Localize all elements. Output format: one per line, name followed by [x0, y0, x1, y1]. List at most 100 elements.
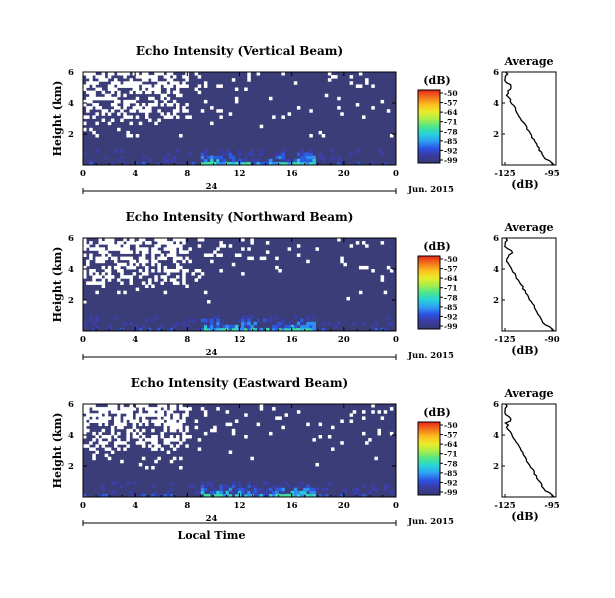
- nodata-cell: [365, 78, 369, 82]
- nodata-cell: [179, 256, 183, 261]
- nodata-cell: [129, 134, 133, 138]
- nodata-cell: [154, 238, 158, 242]
- nodata-cell: [117, 419, 121, 423]
- nodata-cell: [386, 109, 391, 113]
- nodata-cell: [154, 459, 158, 464]
- nodata-cell: [141, 84, 146, 88]
- echo-cell: [191, 484, 195, 489]
- nodata-cell: [318, 130, 323, 135]
- nodata-cell: [365, 244, 369, 248]
- echo-cell: [281, 490, 285, 495]
- nodata-cell: [107, 456, 112, 461]
- echo-cell: [244, 161, 248, 166]
- nodata-cell: [172, 404, 177, 408]
- echo-cell: [114, 149, 118, 153]
- echo-cell: [383, 161, 388, 166]
- nodata-cell: [176, 416, 180, 420]
- nodata-cell: [157, 238, 161, 242]
- nodata-cell: [182, 272, 186, 276]
- echo-cell: [337, 321, 341, 326]
- echo-cell: [107, 324, 112, 329]
- echo-cell: [343, 490, 347, 495]
- echo-cell: [278, 324, 282, 329]
- echo-cell: [222, 327, 226, 332]
- nodata-cell: [86, 75, 90, 79]
- echo-cell: [349, 152, 354, 157]
- nodata-cell: [135, 84, 140, 88]
- nodata-cell: [120, 250, 124, 254]
- echo-cell: [203, 149, 208, 153]
- nodata-cell: [104, 93, 109, 98]
- echo-cell: [194, 490, 199, 495]
- heatmap-field: [83, 238, 396, 332]
- nodata-cell: [166, 96, 171, 101]
- nodata-cell: [141, 78, 146, 82]
- nodata-cell: [318, 422, 323, 427]
- echo-cell: [203, 321, 208, 326]
- nodata-cell: [89, 413, 93, 417]
- nodata-cell: [107, 407, 112, 411]
- nodata-cell: [123, 99, 127, 104]
- nodata-cell: [117, 441, 121, 445]
- nodata-cell: [169, 253, 174, 257]
- nodata-cell: [151, 259, 155, 264]
- echo-cell: [383, 484, 388, 489]
- nodata-cell: [151, 75, 155, 79]
- date-day-label: 24: [206, 182, 218, 192]
- echo-cell: [281, 493, 285, 498]
- nodata-cell: [182, 106, 186, 110]
- echo-cell: [172, 158, 177, 163]
- nodata-cell: [132, 259, 137, 264]
- nodata-cell: [154, 121, 158, 126]
- nodata-cell: [107, 244, 112, 248]
- nodata-cell: [86, 99, 90, 104]
- echo-cell: [306, 327, 310, 332]
- echo-cell: [309, 493, 313, 498]
- nodata-cell: [210, 121, 214, 126]
- echo-cell: [300, 155, 304, 160]
- nodata-cell: [86, 416, 90, 420]
- nodata-cell: [200, 109, 205, 113]
- echo-cell: [244, 155, 248, 160]
- nodata-cell: [129, 99, 133, 104]
- nodata-cell: [157, 444, 161, 448]
- nodata-cell: [98, 241, 102, 245]
- nodata-cell: [176, 262, 180, 267]
- nodata-cell: [145, 250, 149, 254]
- nodata-cell: [324, 93, 329, 98]
- nodata-cell: [92, 130, 96, 135]
- nodata-cell: [132, 431, 137, 436]
- nodata-cell: [123, 84, 127, 88]
- nodata-cell: [315, 247, 319, 251]
- nodata-cell: [358, 290, 363, 295]
- echo-cell: [231, 161, 236, 166]
- nodata-cell: [203, 84, 208, 88]
- nodata-cell: [160, 253, 164, 257]
- nodata-cell: [151, 447, 155, 451]
- nodata-cell: [179, 84, 183, 88]
- nodata-cell: [172, 99, 177, 104]
- echo-cell: [244, 315, 248, 319]
- nodata-cell: [89, 75, 93, 79]
- echo-cell: [213, 487, 217, 492]
- echo-cell: [293, 487, 298, 492]
- nodata-cell: [327, 435, 332, 439]
- echo-cell: [188, 152, 192, 157]
- nodata-cell: [104, 422, 109, 427]
- nodata-cell: [123, 419, 127, 423]
- nodata-cell: [101, 265, 106, 270]
- nodata-cell: [83, 103, 87, 107]
- nodata-cell: [157, 410, 161, 414]
- nodata-cell: [154, 87, 158, 91]
- echo-cell: [95, 318, 99, 323]
- nodata-cell: [95, 96, 99, 101]
- nodata-cell: [138, 256, 143, 261]
- nodata-cell: [104, 435, 109, 439]
- nodata-cell: [101, 428, 106, 433]
- nodata-cell: [371, 106, 375, 110]
- nodata-cell: [101, 441, 106, 445]
- nodata-cell: [259, 407, 264, 411]
- nodata-cell: [145, 265, 149, 270]
- nodata-cell: [126, 275, 130, 279]
- nodata-cell: [132, 238, 137, 242]
